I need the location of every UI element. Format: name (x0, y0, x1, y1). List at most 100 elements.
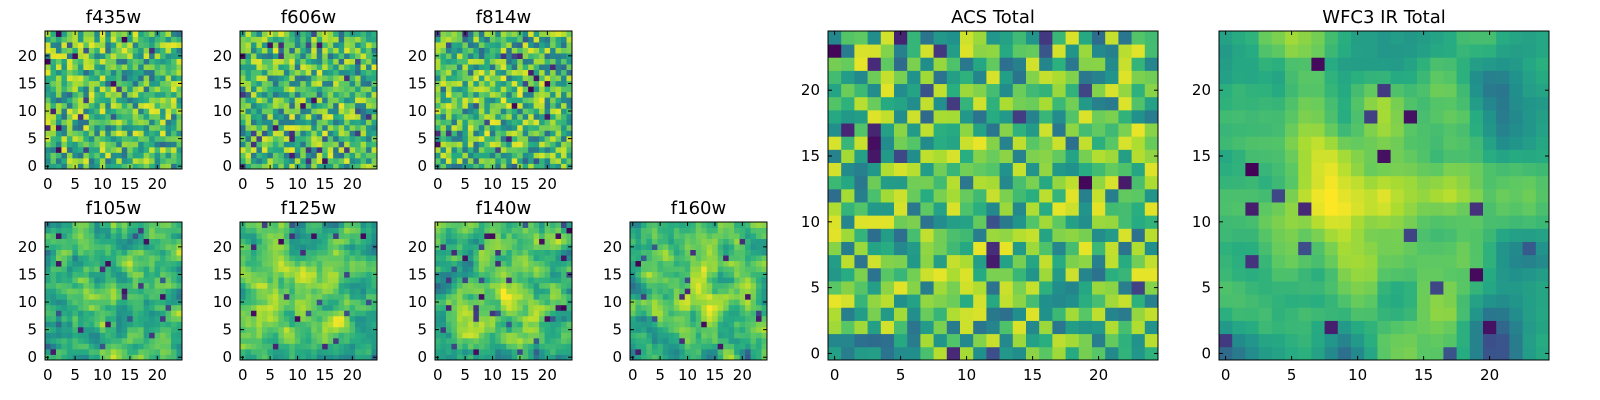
heatmap-cell (635, 348, 642, 355)
heatmap-cell (522, 321, 529, 328)
heatmap-cell (165, 326, 172, 333)
heatmap-cell (1078, 346, 1093, 361)
heatmap-cell (116, 299, 123, 306)
heatmap-cell (544, 337, 551, 344)
heatmap-cell (165, 91, 172, 98)
heatmap-cell (160, 266, 166, 273)
heatmap-cell (544, 271, 551, 278)
heatmap-cell (88, 64, 95, 71)
heatmap-cell (66, 36, 73, 43)
heatmap-cell (45, 64, 51, 71)
heatmap-cell (305, 255, 312, 262)
heatmap-cell (484, 119, 491, 126)
heatmap-cell (99, 271, 106, 278)
heatmap-cell (305, 337, 312, 344)
heatmap-cell (45, 233, 51, 239)
heatmap-cell (160, 332, 166, 339)
heatmap-cell (154, 277, 161, 284)
heatmap-cell (105, 157, 112, 164)
heatmap-cell (300, 249, 307, 256)
heatmap-cell (267, 266, 274, 273)
heatmap-cell (854, 188, 868, 203)
heatmap-cell (756, 282, 762, 289)
heatmap-cell (484, 130, 491, 137)
heatmap-cell (349, 53, 356, 59)
heatmap-cell (99, 332, 106, 339)
heatmap-cell (278, 119, 285, 126)
heatmap-cell (83, 157, 90, 164)
heatmap-cell (662, 222, 669, 228)
heatmap-cell (500, 348, 507, 355)
heatmap-cell (94, 91, 101, 98)
heatmap-cell (256, 31, 263, 37)
heatmap-cell (165, 277, 172, 284)
heatmap-cell (495, 119, 502, 126)
heatmap-cell (300, 91, 307, 98)
heatmap-cell (451, 146, 458, 153)
heatmap-cell (360, 348, 367, 355)
heatmap-cell (267, 157, 274, 164)
heatmap-cell (533, 332, 540, 339)
heatmap-cell (651, 271, 658, 278)
heatmap-cell (456, 354, 463, 361)
heatmap-cell (355, 124, 361, 131)
heatmap-cell (99, 58, 106, 65)
heatmap-cell (960, 241, 974, 256)
heatmap-cell (245, 130, 252, 137)
heatmap-cell (1118, 346, 1132, 361)
heatmap-cell (478, 222, 485, 228)
heatmap-cell (283, 75, 290, 82)
heatmap-cell (489, 326, 496, 333)
heatmap-cell (61, 130, 68, 137)
heatmap-cell (154, 249, 161, 256)
heatmap-cell (550, 310, 556, 317)
heatmap-cell (539, 135, 545, 142)
heatmap-cell (316, 326, 323, 333)
heatmap-cell (739, 277, 746, 284)
heatmap-cell (451, 315, 458, 322)
heatmap-cell (349, 124, 356, 131)
heatmap-cell (160, 97, 166, 104)
heatmap-cell (566, 277, 573, 284)
heatmap-cell (717, 337, 724, 344)
heatmap-cell (267, 130, 274, 137)
heatmap-cell (154, 152, 161, 159)
heatmap-cell (267, 337, 274, 344)
heatmap-cell (132, 86, 139, 93)
heatmap-cell (478, 288, 485, 295)
heatmap-cell (894, 162, 908, 177)
heatmap-cell (456, 293, 463, 300)
heatmap-cell (528, 157, 535, 164)
heatmap-cell (110, 354, 117, 361)
heatmap-cell (77, 348, 84, 355)
heatmap-cell (66, 135, 73, 142)
heatmap-cell (668, 337, 675, 344)
heatmap-cell (121, 152, 128, 159)
heatmap-cell (283, 343, 290, 350)
heatmap-cell (143, 354, 150, 361)
heatmap-cell (110, 255, 117, 262)
heatmap-cell (440, 299, 447, 306)
heatmap-cell (94, 163, 101, 170)
heatmap-cell (344, 119, 350, 126)
heatmap-cell (456, 58, 463, 65)
heatmap-cell (132, 91, 139, 98)
heatmap-cell (327, 321, 334, 328)
heatmap-cell (250, 260, 257, 267)
heatmap-cell (83, 97, 90, 104)
heatmap-cell (451, 157, 458, 164)
heatmap-cell (1052, 241, 1066, 256)
heatmap-cell (445, 97, 452, 104)
heatmap-cell (55, 315, 62, 322)
heatmap-cell (105, 31, 112, 37)
heatmap-cell (261, 326, 268, 333)
heatmap-cell (149, 42, 155, 48)
heatmap-cell (160, 64, 166, 71)
heatmap-cell (533, 326, 540, 333)
heatmap-cell (83, 141, 90, 148)
heatmap-cell (440, 244, 447, 250)
heatmap-cell (517, 299, 524, 306)
heatmap-cell (522, 97, 529, 104)
heatmap-cell (1118, 162, 1132, 177)
heatmap-cell (88, 141, 95, 148)
